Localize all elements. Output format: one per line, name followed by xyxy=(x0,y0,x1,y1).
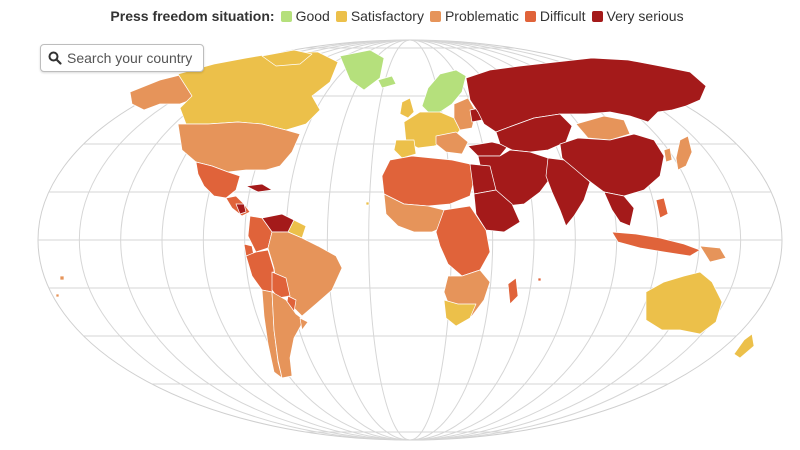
country-philippines[interactable] xyxy=(655,197,669,219)
country-iberia[interactable] xyxy=(393,139,417,159)
legend-swatch-problematic xyxy=(429,10,441,22)
country-search-box[interactable] xyxy=(40,44,204,72)
country-mexico[interactable] xyxy=(195,161,241,199)
country-australia[interactable] xyxy=(645,271,723,335)
legend-swatch-satisfactory xyxy=(335,10,347,22)
country-greenland[interactable] xyxy=(339,49,385,91)
country-east-africa[interactable] xyxy=(473,189,521,233)
country-alaska[interactable] xyxy=(129,71,197,111)
legend-label-good: Good xyxy=(295,8,330,24)
country-india[interactable] xyxy=(545,157,591,227)
legend-swatch-difficult xyxy=(524,10,536,22)
legend-item-good[interactable]: Good xyxy=(280,8,330,24)
legend: Press freedom situation: Good Satisfacto… xyxy=(0,6,800,26)
island-hawaii[interactable] xyxy=(59,275,65,281)
country-japan[interactable] xyxy=(675,135,693,171)
search-icon xyxy=(48,51,62,65)
country-eastern-europe[interactable] xyxy=(453,97,477,131)
countries[interactable] xyxy=(55,49,755,379)
country-new-zealand[interactable] xyxy=(733,333,755,359)
country-south-africa[interactable] xyxy=(443,299,477,327)
country-argentina[interactable] xyxy=(271,291,305,379)
country-cuba[interactable] xyxy=(245,183,273,193)
island-atlantic[interactable] xyxy=(365,201,370,206)
country-south-korea[interactable] xyxy=(663,147,673,163)
country-canada[interactable] xyxy=(177,51,339,131)
country-north-africa[interactable] xyxy=(381,155,475,207)
legend-item-problematic[interactable]: Problematic xyxy=(429,8,519,24)
country-canada-islands[interactable] xyxy=(261,49,313,67)
country-uruguay[interactable] xyxy=(299,317,309,331)
legend-item-satisfactory[interactable]: Satisfactory xyxy=(335,8,424,24)
legend-item-very-serious[interactable]: Very serious xyxy=(591,8,684,24)
country-bolivia[interactable] xyxy=(271,271,291,299)
country-balkans[interactable] xyxy=(435,131,469,155)
country-iceland[interactable] xyxy=(377,75,397,89)
country-papua[interactable] xyxy=(699,245,727,263)
legend-label-problematic: Problematic xyxy=(444,8,519,24)
country-indonesia[interactable] xyxy=(611,231,701,257)
country-madagascar[interactable] xyxy=(507,277,519,305)
legend-label-difficult: Difficult xyxy=(539,8,586,24)
legend-swatch-good xyxy=(280,10,292,22)
country-nicaragua[interactable] xyxy=(235,203,247,215)
island-pacific[interactable] xyxy=(55,293,60,298)
island-indian[interactable] xyxy=(537,277,542,282)
legend-swatch-very-serious xyxy=(591,10,603,22)
country-southeast-asia[interactable] xyxy=(603,191,635,227)
country-turkey[interactable] xyxy=(467,141,509,157)
country-uk[interactable] xyxy=(399,97,415,119)
legend-label-very-serious: Very serious xyxy=(606,8,684,24)
search-input[interactable] xyxy=(67,50,197,66)
country-mongolia[interactable] xyxy=(575,115,631,141)
legend-item-difficult[interactable]: Difficult xyxy=(524,8,586,24)
legend-title: Press freedom situation: xyxy=(110,8,275,24)
legend-label-satisfactory: Satisfactory xyxy=(350,8,424,24)
